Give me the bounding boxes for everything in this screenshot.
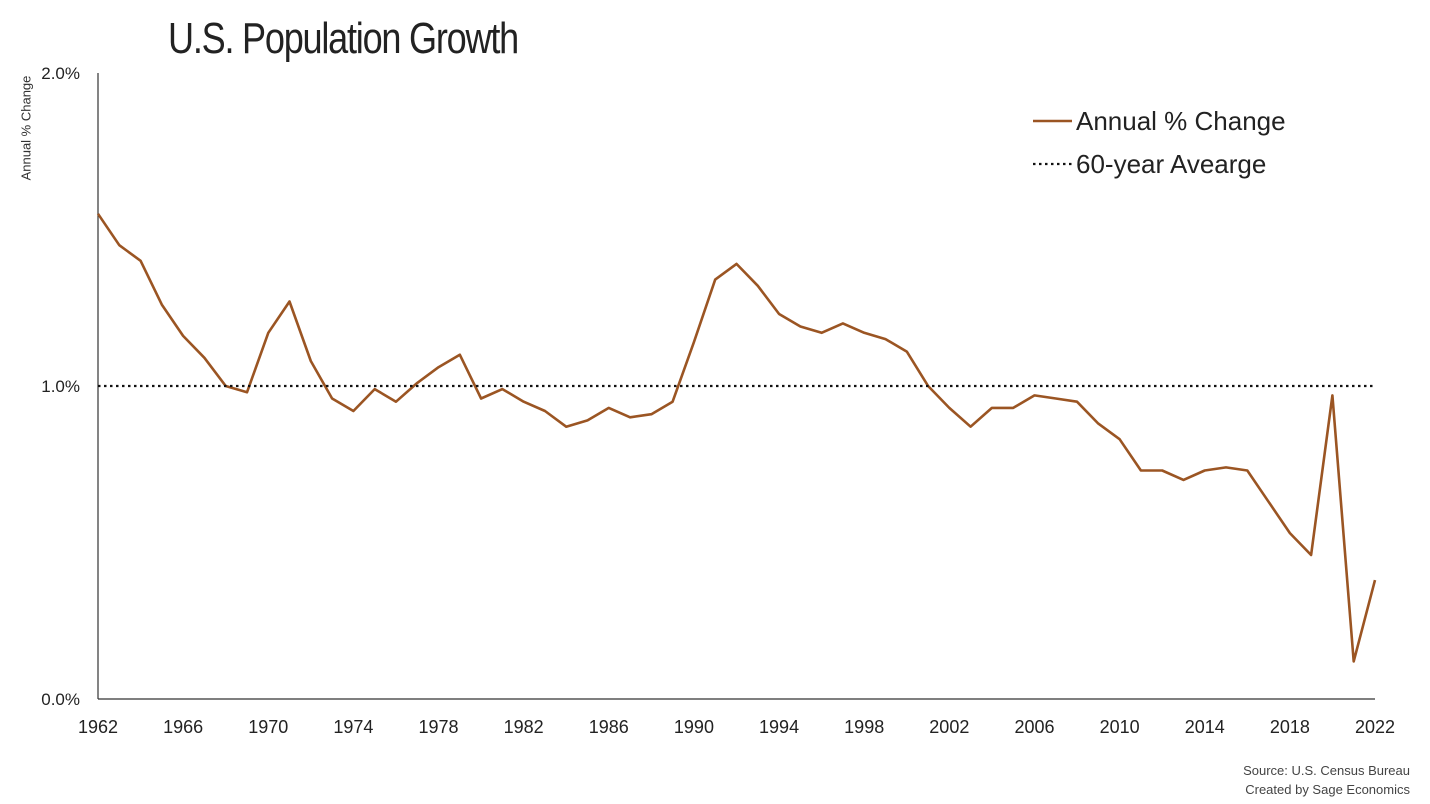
x-tick-label: 2002 [929,717,969,737]
x-tick-label: 1966 [163,717,203,737]
y-tick-label: 1.0% [41,377,80,396]
annual-change-line [96,213,1377,663]
x-tick-label: 1998 [844,717,884,737]
x-tick-label: 1994 [759,717,799,737]
x-tick-label: 1970 [248,717,288,737]
tick-labels: 1962 1966 1970 1974 1978 1982 1986 1990 1994 1998… [41,64,1395,737]
legend-label: 60-year Avearge [1076,149,1266,179]
y-tick-label: 2.0% [41,64,80,83]
legend-label: Annual % Change [1076,106,1286,136]
x-tick-label: 1962 [78,717,118,737]
y-tick-label: 0.0% [41,690,80,709]
series-lines [96,213,1377,663]
x-tick-label: 1982 [504,717,544,737]
x-tick-label: 2018 [1270,717,1310,737]
x-tick-label: 1990 [674,717,714,737]
chart-title: U.S. Population Growth [168,14,519,63]
x-tick-label: 2022 [1355,717,1395,737]
source-line: Source: U.S. Census Bureau [1243,763,1410,778]
x-tick-label: 1986 [589,717,629,737]
credit-line: Created by Sage Economics [1245,782,1410,797]
x-tick-label: 2014 [1185,717,1225,737]
x-tick-label: 1974 [333,717,373,737]
source-note: Source: U.S. Census Bureau Created by Sa… [1243,761,1410,799]
x-tick-label: 2010 [1100,717,1140,737]
x-tick-label: 2006 [1014,717,1054,737]
legend: Annual % Change 60-year Avearge [1033,106,1286,179]
x-tick-label: 1978 [419,717,459,737]
